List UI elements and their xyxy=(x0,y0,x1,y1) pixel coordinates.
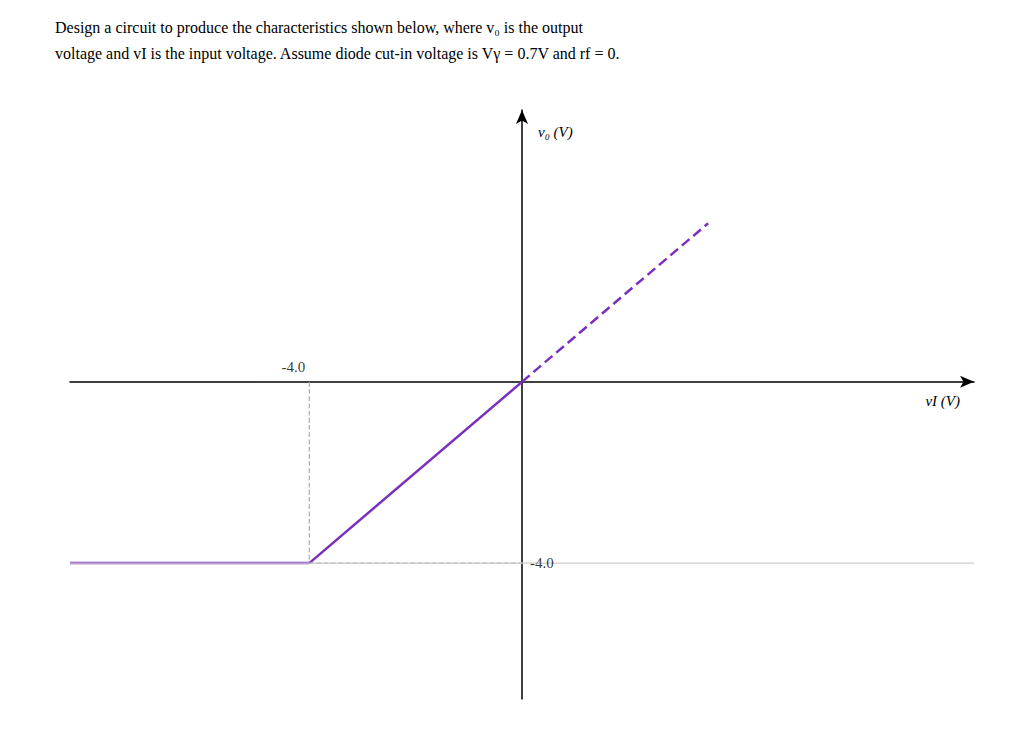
svg-text:v₀ (V): v₀ (V) xyxy=(538,124,573,141)
svg-text:Design a circuit to produce th: Design a circuit to produce the characte… xyxy=(55,19,583,37)
svg-text:voltage and vI is the input vo: voltage and vI is the input voltage. Ass… xyxy=(55,45,619,63)
svg-text:vI (V): vI (V) xyxy=(925,393,960,410)
svg-text:-4.0: -4.0 xyxy=(530,555,554,571)
svg-text:-4.0: -4.0 xyxy=(282,359,306,375)
